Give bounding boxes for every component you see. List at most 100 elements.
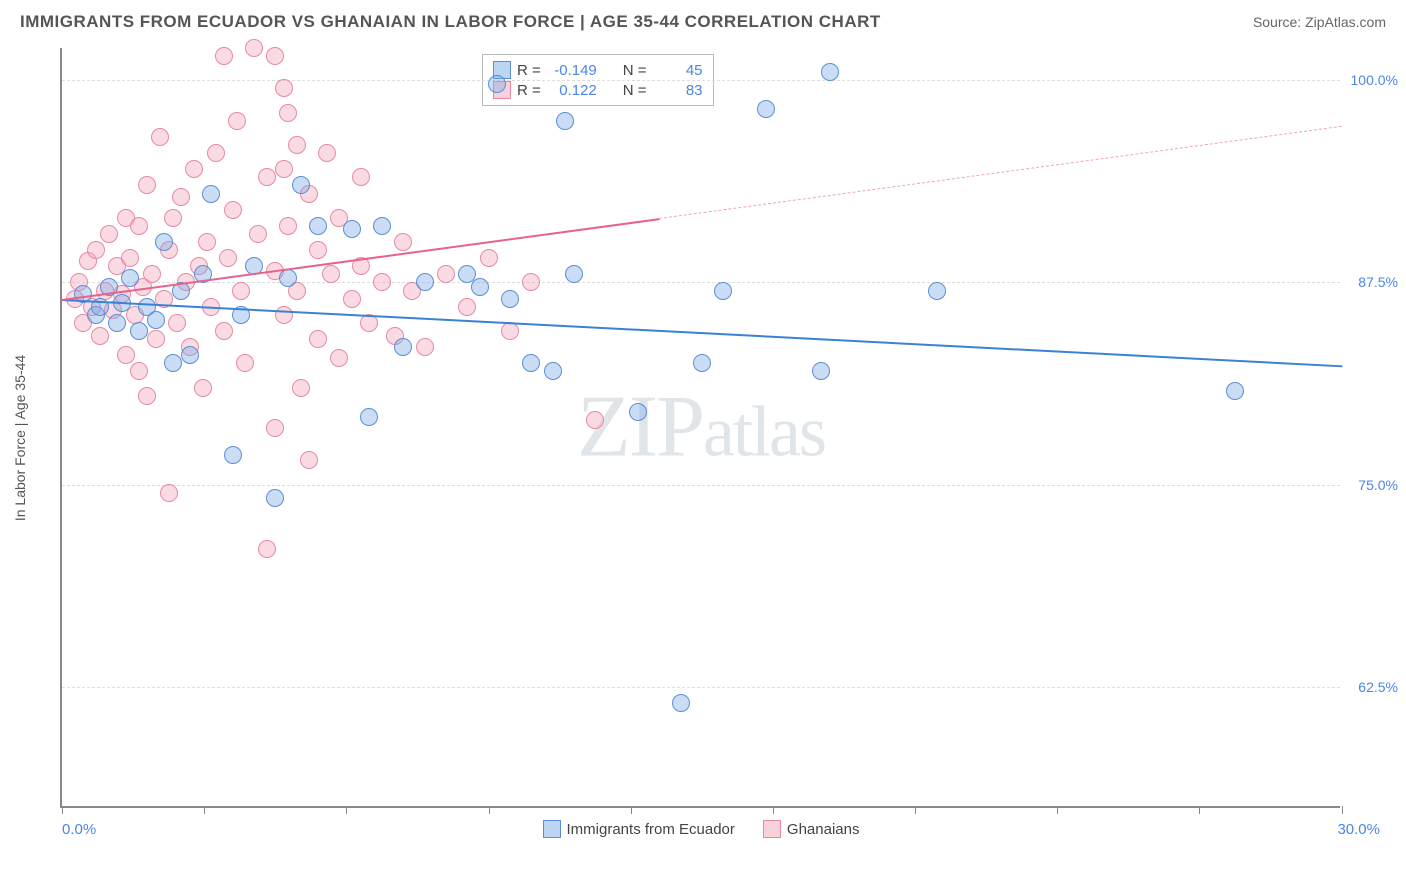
grid-line — [62, 485, 1340, 486]
legend-item-pink: Ghanaians — [763, 820, 860, 838]
n-value-pink: 83 — [653, 82, 703, 99]
scatter-point-pink — [224, 201, 242, 219]
scatter-point-pink — [309, 241, 327, 259]
scatter-point-pink — [245, 39, 263, 57]
x-tick — [204, 806, 205, 814]
scatter-point-blue — [130, 322, 148, 340]
scatter-point-blue — [147, 311, 165, 329]
scatter-point-pink — [164, 209, 182, 227]
scatter-point-pink — [121, 249, 139, 267]
y-tick-label: 75.0% — [1348, 477, 1398, 493]
stats-row-pink: R = 0.122 N = 83 — [493, 81, 703, 99]
scatter-point-pink — [266, 47, 284, 65]
x-tick — [631, 806, 632, 814]
scatter-point-pink — [318, 144, 336, 162]
scatter-point-pink — [501, 322, 519, 340]
stats-row-blue: R = -0.149 N = 45 — [493, 61, 703, 79]
scatter-point-pink — [219, 249, 237, 267]
scatter-point-pink — [207, 144, 225, 162]
scatter-point-pink — [373, 273, 391, 291]
x-tick — [1199, 806, 1200, 814]
grid-line — [62, 687, 1340, 688]
scatter-point-blue — [629, 403, 647, 421]
scatter-point-blue — [108, 314, 126, 332]
scatter-point-pink — [87, 241, 105, 259]
scatter-point-blue — [164, 354, 182, 372]
scatter-point-pink — [275, 160, 293, 178]
x-tick — [773, 806, 774, 814]
scatter-point-pink — [138, 176, 156, 194]
scatter-point-pink — [232, 282, 250, 300]
chart-title: IMMIGRANTS FROM ECUADOR VS GHANAIAN IN L… — [20, 12, 881, 32]
scatter-point-blue — [373, 217, 391, 235]
scatter-point-blue — [224, 446, 242, 464]
x-tick — [915, 806, 916, 814]
scatter-point-pink — [258, 540, 276, 558]
scatter-point-blue — [360, 408, 378, 426]
y-tick-label: 100.0% — [1348, 72, 1398, 88]
scatter-point-pink — [343, 290, 361, 308]
scatter-point-blue — [202, 185, 220, 203]
y-axis-title: In Labor Force | Age 35-44 — [12, 355, 28, 521]
scatter-point-blue — [522, 354, 540, 372]
scatter-point-pink — [275, 306, 293, 324]
r-label: R = — [517, 82, 541, 99]
scatter-point-pink — [416, 338, 434, 356]
scatter-point-pink — [586, 411, 604, 429]
legend-item-blue: Immigrants from Ecuador — [543, 820, 735, 838]
x-tick — [62, 806, 63, 814]
source-label: Source: ZipAtlas.com — [1253, 14, 1386, 30]
scatter-point-pink — [352, 168, 370, 186]
scatter-point-blue — [309, 217, 327, 235]
swatch-pink-icon — [763, 820, 781, 838]
scatter-point-pink — [138, 387, 156, 405]
scatter-point-blue — [292, 176, 310, 194]
n-value-blue: 45 — [653, 62, 703, 79]
scatter-point-blue — [672, 694, 690, 712]
scatter-point-blue — [343, 220, 361, 238]
scatter-point-pink — [458, 298, 476, 316]
scatter-point-pink — [91, 327, 109, 345]
scatter-point-pink — [258, 168, 276, 186]
scatter-point-pink — [198, 233, 216, 251]
watermark-atlas: atlas — [703, 392, 825, 472]
scatter-point-pink — [168, 314, 186, 332]
scatter-point-blue — [279, 269, 297, 287]
scatter-point-blue — [501, 290, 519, 308]
scatter-point-blue — [757, 100, 775, 118]
x-tick — [489, 806, 490, 814]
legend-label-pink: Ghanaians — [787, 821, 860, 838]
y-tick-label: 87.5% — [1348, 274, 1398, 290]
scatter-point-blue — [155, 233, 173, 251]
grid-line — [62, 80, 1340, 81]
scatter-point-blue — [416, 273, 434, 291]
watermark: ZIPatlas — [577, 377, 825, 478]
scatter-point-pink — [236, 354, 254, 372]
scatter-point-pink — [275, 79, 293, 97]
r-value-blue: -0.149 — [547, 62, 597, 79]
bottom-legend: Immigrants from Ecuador Ghanaians — [62, 820, 1340, 838]
scatter-point-blue — [181, 346, 199, 364]
scatter-point-pink — [522, 273, 540, 291]
scatter-point-pink — [172, 188, 190, 206]
chart-container: In Labor Force | Age 35-44 ZIPatlas R = … — [60, 48, 1380, 828]
x-tick — [1057, 806, 1058, 814]
scatter-point-blue — [488, 75, 506, 93]
scatter-point-pink — [215, 47, 233, 65]
scatter-point-blue — [714, 282, 732, 300]
plot-area: ZIPatlas R = -0.149 N = 45 R = 0.122 N =… — [60, 48, 1340, 808]
scatter-point-blue — [266, 489, 284, 507]
scatter-point-blue — [565, 265, 583, 283]
scatter-point-pink — [309, 330, 327, 348]
scatter-point-pink — [266, 419, 284, 437]
scatter-point-blue — [556, 112, 574, 130]
scatter-point-pink — [185, 160, 203, 178]
y-tick-label: 62.5% — [1348, 679, 1398, 695]
scatter-point-pink — [143, 265, 161, 283]
scatter-point-pink — [147, 330, 165, 348]
scatter-point-blue — [471, 278, 489, 296]
scatter-point-pink — [151, 128, 169, 146]
scatter-point-blue — [121, 269, 139, 287]
scatter-point-pink — [194, 379, 212, 397]
scatter-point-pink — [292, 379, 310, 397]
